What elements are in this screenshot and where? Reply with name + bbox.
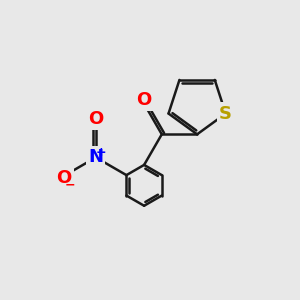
Text: O: O [88,110,103,128]
Text: −: − [65,178,76,191]
Text: O: O [56,169,71,187]
Text: O: O [136,91,152,109]
Text: S: S [219,104,232,122]
Text: +: + [96,146,106,159]
Text: N: N [88,148,103,166]
